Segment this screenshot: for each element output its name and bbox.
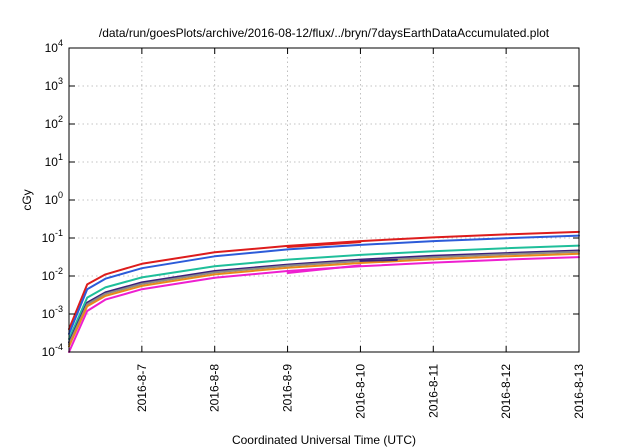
y-tick-exponent: 3: [58, 76, 63, 86]
x-tick-label: 2016-8-8: [208, 364, 222, 412]
x-tick-label: 2016-8-13: [572, 364, 586, 419]
y-tick-base: 10: [45, 155, 59, 169]
series-line: [68, 234, 580, 335]
y-axis-label: cGy: [20, 189, 34, 210]
chart-title: /data/run/goesPlots/archive/2016-08-12/f…: [99, 26, 550, 40]
y-tick-exponent: 2: [58, 114, 63, 124]
series-line: [68, 249, 580, 344]
y-tick-exponent: -2: [55, 266, 63, 276]
y-tick-base: 10: [42, 269, 56, 283]
x-tick-label: 2016-8-12: [499, 364, 513, 419]
y-tick-exponent: -1: [55, 228, 63, 238]
y-tick-exponent: -3: [55, 304, 63, 314]
y-tick-label: 101: [45, 152, 63, 169]
series-line: [286, 241, 362, 248]
y-tick-base: 10: [45, 79, 59, 93]
series-line: [286, 264, 362, 274]
series-line: [359, 258, 398, 262]
y-tick-base: 10: [42, 345, 56, 359]
series-lines: [68, 230, 580, 353]
y-tick-label: 103: [45, 76, 63, 93]
x-tick-label: 2016-8-7: [135, 364, 149, 412]
x-tick-label: 2016-8-10: [353, 364, 367, 419]
x-tick-label: 2016-8-11: [426, 364, 440, 418]
y-tick-base: 10: [42, 307, 56, 321]
y-tick-label: 10-4: [42, 342, 63, 359]
y-tick-base: 10: [45, 117, 59, 131]
series-line: [68, 252, 580, 348]
y-tick-base: 10: [42, 231, 56, 245]
y-tick-label: 102: [45, 114, 63, 131]
x-tick-label: 2016-8-9: [281, 364, 295, 412]
axis-ticks: [69, 47, 580, 353]
y-tick-label: 100: [45, 190, 63, 207]
y-tick-label: 10-3: [42, 304, 63, 321]
y-tick-exponent: 0: [58, 190, 63, 200]
y-tick-exponent: -4: [55, 342, 63, 352]
y-tick-label: 104: [45, 38, 63, 55]
y-tick-exponent: 4: [58, 38, 63, 48]
y-tick-base: 10: [45, 193, 59, 207]
series-line: [68, 244, 580, 340]
x-axis-label: Coordinated Universal Time (UTC): [232, 433, 416, 447]
series-line: [68, 250, 580, 346]
x-tick-labels: 2016-8-7 2016-8-8 2016-8-9 2016-8-10 2016-8-…: [135, 364, 586, 419]
series-line: [68, 230, 580, 331]
y-tick-label: 10-2: [42, 266, 63, 283]
series-line: [68, 256, 580, 353]
y-tick-exponent: 1: [58, 152, 63, 162]
y-tick-base: 10: [45, 41, 59, 55]
grid: [69, 48, 579, 352]
y-tick-label: 10-1: [42, 228, 63, 245]
